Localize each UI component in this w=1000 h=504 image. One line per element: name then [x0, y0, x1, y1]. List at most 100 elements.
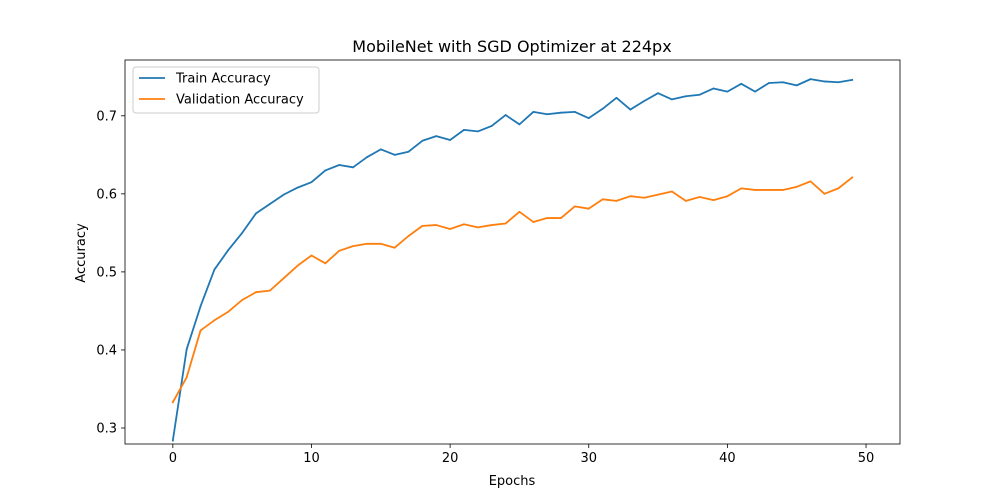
data-point-1-19	[435, 224, 438, 226]
data-point-0-32	[615, 96, 618, 99]
x-tick-label: 40	[719, 451, 736, 466]
data-point-0-15	[379, 148, 382, 151]
data-point-1-38	[698, 196, 701, 198]
data-point-0-7	[268, 203, 271, 205]
data-point-1-31	[601, 198, 604, 201]
plot-frame	[124, 59, 901, 445]
series-line-0	[171, 78, 854, 442]
data-point-0-45	[795, 84, 798, 87]
data-point-0-38	[698, 93, 701, 96]
data-point-1-10	[310, 254, 313, 257]
data-point-0-34	[643, 100, 646, 102]
data-point-1-4	[227, 310, 230, 313]
data-point-0-14	[366, 156, 368, 159]
data-point-0-24	[504, 114, 507, 116]
data-point-1-46	[809, 180, 812, 183]
data-point-0-1	[185, 348, 188, 351]
data-point-1-0	[171, 401, 174, 404]
data-point-0-37	[684, 95, 687, 98]
data-point-0-31	[601, 107, 604, 110]
data-point-0-12	[338, 164, 341, 166]
data-point-0-20	[449, 139, 452, 141]
data-point-0-25	[518, 123, 521, 126]
y-tick-label: 0.3	[96, 422, 117, 437]
data-point-1-16	[393, 246, 396, 249]
data-point-0-9	[296, 186, 299, 189]
data-point-0-21	[463, 128, 465, 131]
data-point-0-8	[282, 193, 285, 196]
x-tick-label: 30	[580, 451, 597, 466]
data-point-0-23	[490, 125, 493, 127]
x-axis: 0 10 20 30 40 50	[169, 444, 875, 466]
data-point-1-29	[573, 205, 576, 208]
x-tick-label: 20	[442, 451, 459, 466]
data-point-0-19	[435, 135, 438, 138]
data-point-0-11	[324, 169, 327, 172]
data-point-0-43	[768, 82, 770, 84]
x-tick-label: 50	[858, 451, 875, 466]
data-point-1-20	[449, 228, 452, 230]
y-axis: 0.3 0.4 0.5 0.6 0.7	[96, 109, 125, 437]
data-point-1-13	[352, 245, 354, 248]
data-point-1-26	[532, 221, 535, 223]
legend-label-0: Train Accuracy	[175, 72, 271, 87]
data-point-0-13	[352, 166, 354, 169]
data-point-1-25	[518, 210, 521, 213]
data-point-0-42	[754, 90, 757, 93]
data-point-0-10	[310, 181, 313, 184]
data-point-0-18	[421, 139, 424, 142]
data-point-1-6	[255, 291, 257, 294]
data-point-1-28	[560, 217, 562, 219]
y-tick-label: 0.6	[96, 187, 117, 202]
x-tick-label: 10	[303, 451, 320, 466]
data-point-0-3	[213, 268, 216, 271]
data-point-0-29	[573, 111, 576, 113]
data-point-0-36	[671, 98, 673, 101]
data-point-1-42	[754, 189, 757, 191]
legend-label-1: Validation Accuracy	[176, 93, 304, 108]
y-tick-label: 0.5	[96, 265, 117, 280]
data-point-0-27	[546, 113, 549, 116]
data-point-1-49	[851, 176, 854, 179]
data-point-0-4	[227, 249, 230, 251]
data-point-0-0	[171, 439, 174, 442]
data-point-0-30	[587, 117, 590, 120]
data-point-1-24	[504, 222, 507, 225]
data-point-0-22	[476, 130, 479, 133]
x-tick-label: 0	[169, 451, 177, 466]
data-point-1-15	[379, 242, 382, 245]
data-point-1-35	[657, 193, 659, 196]
data-point-1-40	[726, 195, 729, 198]
data-point-0-35	[657, 92, 659, 95]
data-point-0-47	[823, 80, 826, 83]
y-axis-label: Accuracy	[74, 223, 89, 283]
data-point-0-5	[241, 231, 244, 234]
data-point-1-11	[324, 262, 327, 265]
data-point-1-37	[684, 199, 687, 202]
data-point-0-41	[740, 82, 743, 85]
data-point-1-27	[546, 217, 549, 219]
data-point-0-33	[629, 108, 632, 111]
plot-area	[124, 59, 901, 445]
data-point-1-14	[366, 242, 368, 245]
data-point-1-8	[282, 277, 285, 280]
data-point-0-17	[407, 150, 410, 153]
data-point-1-41	[740, 187, 743, 190]
data-point-1-36	[671, 190, 673, 193]
x-axis-label: Epochs	[489, 474, 536, 489]
data-point-1-3	[213, 319, 216, 322]
data-point-0-16	[393, 153, 396, 156]
data-point-0-6	[255, 212, 257, 215]
data-point-0-39	[712, 87, 715, 90]
data-point-0-49	[851, 79, 854, 81]
data-point-1-45	[795, 185, 798, 188]
data-point-1-33	[629, 195, 632, 198]
data-point-1-1	[185, 376, 188, 379]
data-point-1-9	[296, 264, 299, 267]
data-point-1-21	[463, 223, 465, 226]
legend: Train Accuracy Validation Accuracy	[132, 66, 320, 114]
data-point-1-18	[421, 224, 424, 227]
data-point-1-34	[643, 196, 646, 199]
data-point-1-17	[407, 235, 410, 237]
